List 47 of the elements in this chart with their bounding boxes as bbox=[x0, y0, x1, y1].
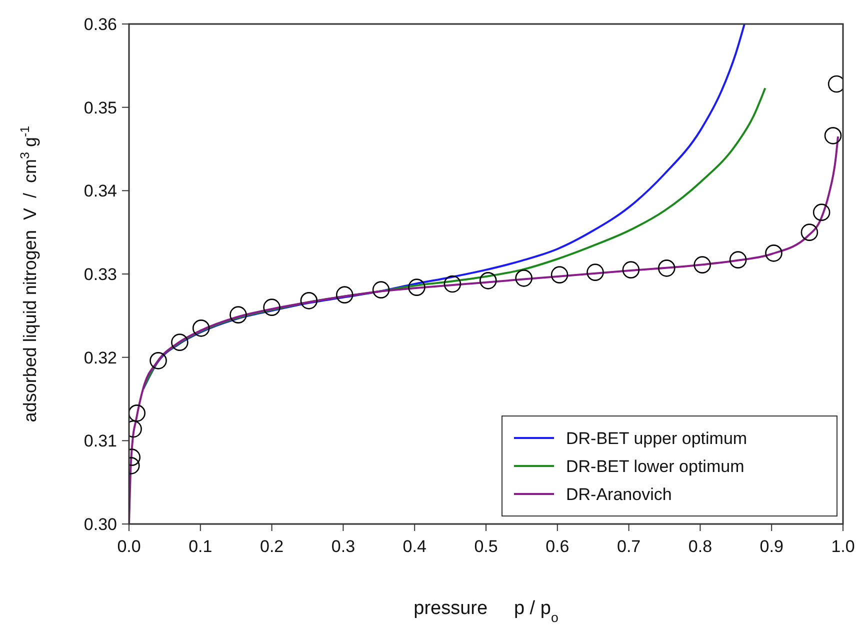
point bbox=[694, 256, 711, 274]
x-tick-label: 0.5 bbox=[474, 537, 498, 556]
point bbox=[129, 404, 146, 422]
point bbox=[622, 261, 640, 278]
y-tick-label: 0.32 bbox=[84, 348, 117, 368]
x-tick-label: 0.1 bbox=[188, 537, 212, 556]
x-tick-label: 0.7 bbox=[616, 537, 641, 556]
point bbox=[765, 244, 782, 262]
point bbox=[263, 298, 280, 316]
x-tick-label: 0.9 bbox=[760, 537, 784, 556]
legend-label: DR-BET upper optimum bbox=[566, 428, 748, 448]
x-tick-label: 0.0 bbox=[117, 537, 141, 556]
point bbox=[171, 334, 188, 351]
x-tick-label: 0.6 bbox=[546, 537, 570, 556]
x-tick-label: 0.8 bbox=[688, 537, 712, 556]
y-tick-label: 0.34 bbox=[84, 182, 117, 201]
y-tick-label: 0.31 bbox=[84, 432, 117, 451]
point bbox=[479, 272, 497, 290]
y-tick-label: 0.35 bbox=[84, 98, 117, 118]
point bbox=[408, 278, 426, 296]
point bbox=[230, 306, 247, 324]
line-series bbox=[142, 24, 746, 390]
point bbox=[824, 127, 842, 144]
point bbox=[336, 286, 354, 304]
x-tick-label: 0.4 bbox=[402, 537, 426, 556]
line-series bbox=[142, 87, 766, 390]
y-tick-label: 0.36 bbox=[84, 14, 117, 34]
y-tick-label: 0.30 bbox=[84, 514, 117, 534]
x-axis-title: pressure p / p$_{o}$ bbox=[414, 598, 558, 624]
x-tick-label: 0.2 bbox=[260, 537, 284, 556]
legend-label: DR-BET lower optimum bbox=[566, 456, 744, 476]
point bbox=[586, 264, 604, 281]
point bbox=[444, 275, 462, 293]
point bbox=[150, 352, 167, 370]
x-tick-label: 0.3 bbox=[331, 537, 356, 556]
point bbox=[515, 270, 532, 287]
point bbox=[658, 260, 676, 277]
point bbox=[372, 281, 390, 298]
point bbox=[812, 204, 830, 221]
y-tick-label: 0.33 bbox=[84, 264, 117, 284]
point bbox=[729, 251, 747, 268]
point bbox=[800, 224, 818, 241]
point bbox=[192, 320, 210, 337]
x-tick-label: 1.0 bbox=[831, 537, 855, 556]
legend-label: DR-Aranovich bbox=[566, 484, 672, 504]
point bbox=[300, 292, 318, 310]
point bbox=[550, 266, 568, 284]
